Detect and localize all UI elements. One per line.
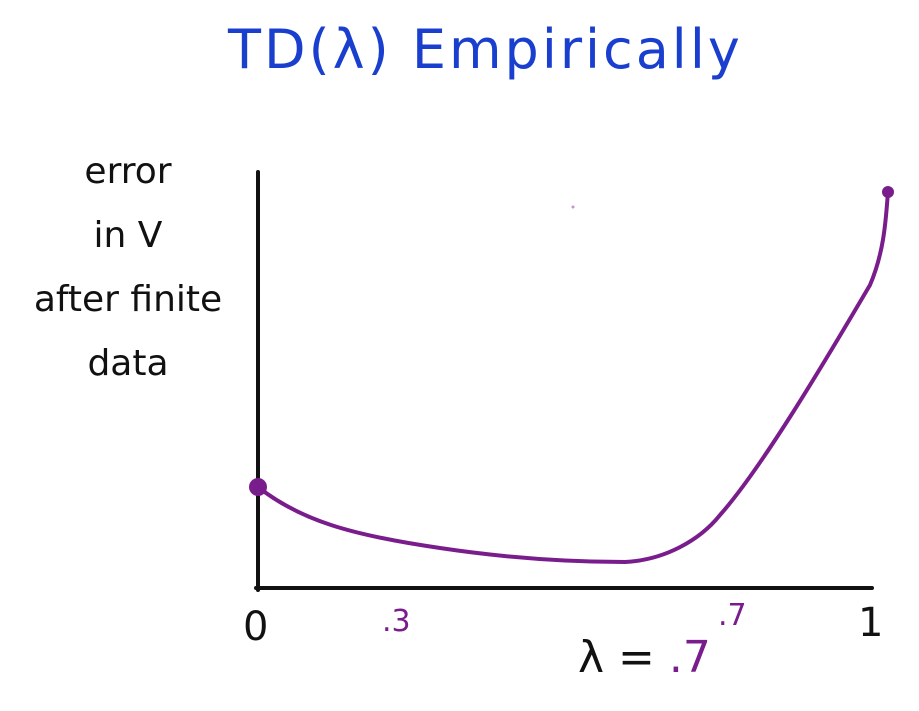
y-axis-label-line-1: error xyxy=(84,151,172,192)
x-mark-0-3: .3 xyxy=(382,604,411,639)
lambda-value: .7 xyxy=(668,632,711,683)
y-axis-label-line-2: in V xyxy=(93,215,163,256)
y-axis-label-line-3: after finite xyxy=(33,279,223,320)
lambda-annotation: λ = .7 xyxy=(578,632,711,683)
stray-dot xyxy=(571,205,575,209)
y-axis-label: error in V after finite data xyxy=(8,140,248,396)
x-tick-0: 0 xyxy=(243,604,269,650)
curve-start-point xyxy=(249,478,267,496)
page-title: TD(λ) Empirically xyxy=(228,18,743,81)
x-tick-1: 1 xyxy=(858,600,884,646)
lambda-symbol: λ = xyxy=(578,632,655,683)
error-curve xyxy=(256,190,890,565)
x-mark-0-7: .7 xyxy=(718,598,747,633)
curve-end-point xyxy=(882,186,894,198)
y-axis-label-line-4: data xyxy=(87,343,169,384)
